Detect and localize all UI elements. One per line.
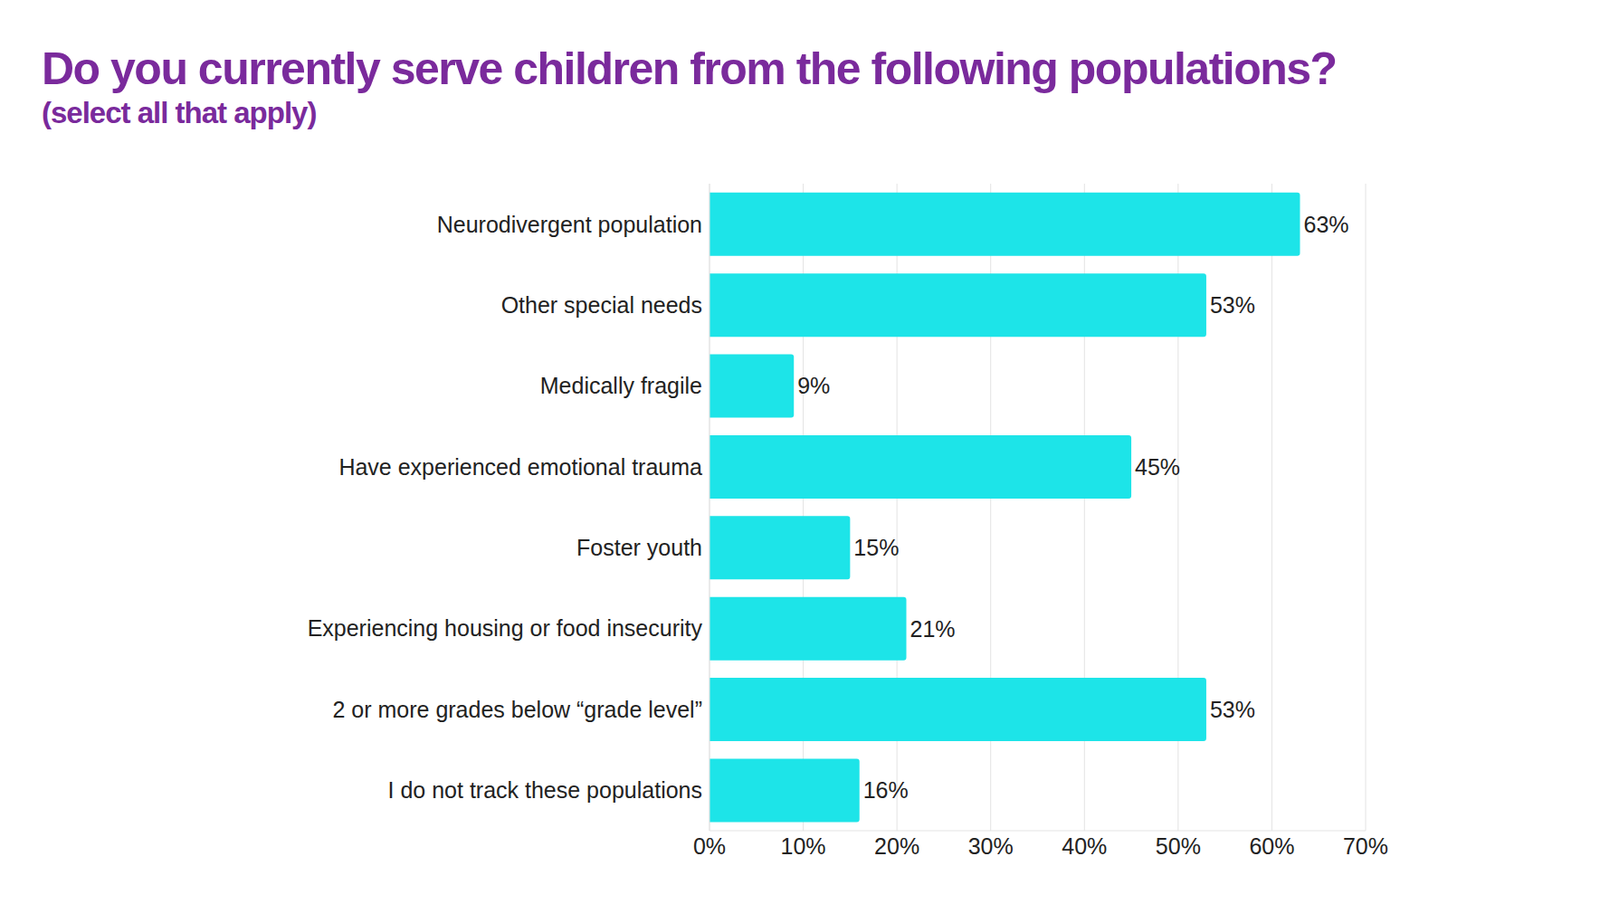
svg-text:16%: 16% [863,777,909,803]
svg-text:30%: 30% [968,833,1014,859]
svg-text:0%: 0% [693,833,726,859]
svg-text:Have experienced emotional tra: Have experienced emotional trauma [338,454,703,480]
svg-text:Foster youth: Foster youth [576,534,703,561]
svg-text:21%: 21% [910,616,956,642]
html-text:Do you currently serve childre: Do you currently serve children from the… [41,43,1337,95]
svg-text:15%: 15% [853,534,899,561]
svg-text:20%: 20% [874,833,920,859]
svg-text:Medically fragile: Medically fragile [540,372,703,399]
svg-text:Neurodivergent population: Neurodivergent population [437,211,703,238]
svg-text:60%: 60% [1248,833,1295,859]
svg-text:9%: 9% [797,372,830,399]
svg-text:10%: 10% [780,833,827,859]
svg-text:53%: 53% [1209,696,1256,723]
svg-text:2 or more grades below “grade: 2 or more grades below “grade level” [332,696,703,723]
html-text:(select all that apply): (select all that apply) [41,95,317,130]
svg-text:I do not track these populatio: I do not track these populations [388,777,703,803]
svg-text:63%: 63% [1304,211,1350,238]
svg-text:Experiencing housing or food i: Experiencing housing or food insecurity [307,615,704,641]
svg-text:40%: 40% [1061,833,1107,859]
svg-text:53%: 53% [1209,292,1256,318]
svg-text:Other special needs: Other special needs [501,292,703,318]
svg-text:50%: 50% [1155,833,1201,859]
svg-text:70%: 70% [1342,833,1389,859]
svg-text:45%: 45% [1134,454,1181,480]
